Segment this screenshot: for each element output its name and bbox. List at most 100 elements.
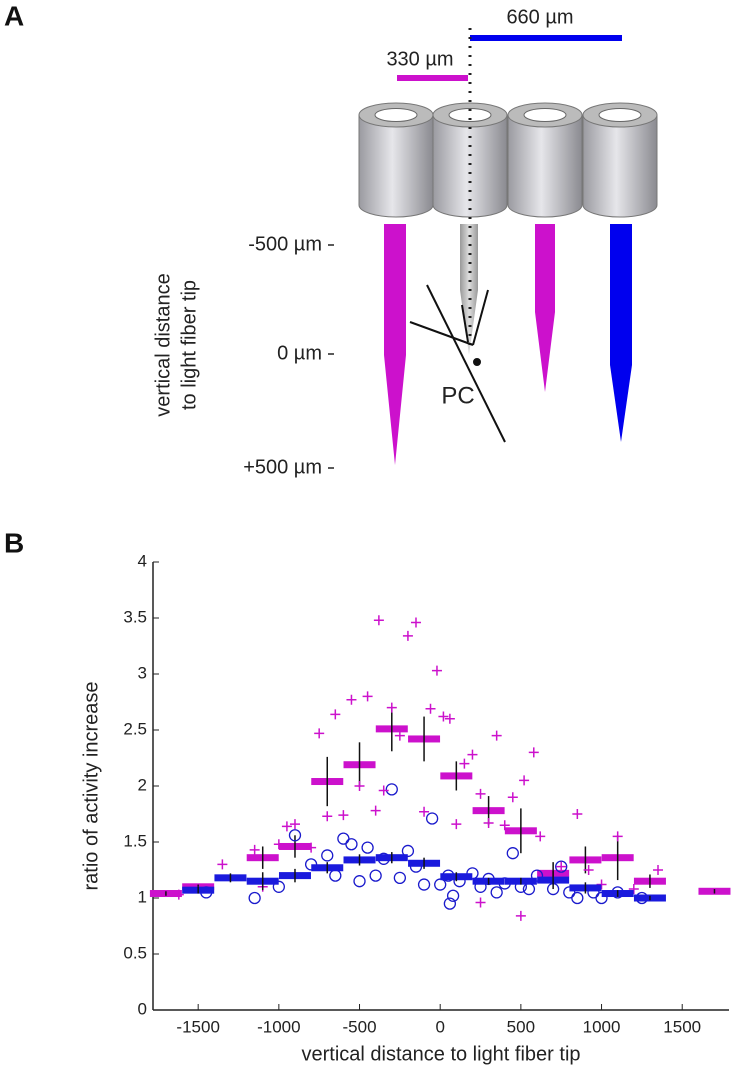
scale-label: 660 µm <box>506 6 573 28</box>
x-tick-label: 500 <box>507 1017 535 1036</box>
plus-point <box>528 747 539 758</box>
circle-point <box>361 841 374 854</box>
y-tick-label: 2.5 <box>123 719 147 738</box>
x-tick-label: -500 <box>343 1017 377 1036</box>
plus-point <box>217 859 228 870</box>
plus-point <box>314 728 325 739</box>
cylinder <box>358 114 434 218</box>
cylinder-hole <box>374 108 418 122</box>
circle-point <box>425 812 439 825</box>
y-tick-label: 0.5 <box>123 943 147 962</box>
plus-point <box>281 821 292 832</box>
plus-point <box>499 820 510 831</box>
y-tick-label: 1 <box>138 887 147 906</box>
plus-point <box>354 781 365 791</box>
circle-point <box>345 838 358 851</box>
plus-point <box>451 819 462 830</box>
cylinder-hole <box>448 108 492 122</box>
depth-tick: +500 µm <box>243 456 322 478</box>
plus-point <box>475 897 486 908</box>
plus-point <box>362 691 373 702</box>
plus-point <box>628 884 639 895</box>
plus-point <box>394 730 405 741</box>
plus-point <box>444 713 455 724</box>
plus-point <box>507 792 518 803</box>
plus-point <box>556 861 567 872</box>
circle-point <box>369 869 382 882</box>
plus-point <box>402 630 413 641</box>
plus-point <box>386 702 397 713</box>
circle-point <box>288 829 302 842</box>
plus-point <box>373 615 384 626</box>
y-tick-label: 2 <box>138 775 147 794</box>
circle-point <box>337 832 350 845</box>
y-tick-label: 3 <box>138 663 147 682</box>
plus-point <box>459 758 470 769</box>
plus-point <box>378 785 389 796</box>
plus-point <box>425 703 436 714</box>
cylinder <box>432 114 508 218</box>
plus-point <box>410 617 421 628</box>
plus-point <box>612 831 623 842</box>
plus-point <box>467 749 478 760</box>
circle-point <box>443 897 457 910</box>
circle-point <box>353 875 366 888</box>
plus-point <box>535 831 546 842</box>
plus-point <box>322 811 333 822</box>
cylinder <box>582 114 658 218</box>
plus-point <box>330 709 341 720</box>
cylinder-hole <box>598 108 642 122</box>
y-tick-label: 1.5 <box>123 831 147 850</box>
plus-point <box>431 665 442 676</box>
circle-point <box>446 889 460 902</box>
circle-point <box>522 882 536 896</box>
plus-point <box>491 730 502 741</box>
panel-label: A <box>4 0 24 31</box>
plus-point <box>249 844 260 855</box>
circle-point <box>248 891 261 905</box>
circle-point <box>434 878 447 891</box>
neuron <box>409 284 506 443</box>
plus-point <box>338 810 349 821</box>
circle-point <box>417 878 431 891</box>
x-tick-label: -1500 <box>176 1017 219 1036</box>
circle-point <box>563 886 576 899</box>
plus-point <box>273 839 284 850</box>
depth-tick: -500 µm <box>248 233 322 255</box>
y-tick-label: 4 <box>138 551 147 570</box>
circle-point <box>401 844 415 858</box>
circle-point <box>329 869 342 882</box>
plus-point <box>583 865 594 875</box>
circle-point <box>555 860 568 873</box>
axis-label: vertical distance <box>152 273 174 416</box>
plus-point <box>483 817 494 828</box>
depth-tick: 0 µm <box>277 342 322 364</box>
circle-point <box>272 880 285 893</box>
x-axis-label: vertical distance to light fiber tip <box>301 1043 580 1065</box>
cylinder-hole <box>523 108 567 122</box>
circle-point <box>321 849 334 862</box>
circle-point <box>571 891 584 905</box>
x-tick-label: 1000 <box>583 1017 621 1036</box>
x-tick-label: 0 <box>435 1017 444 1036</box>
circle-point <box>506 847 519 860</box>
plus-point <box>438 711 449 722</box>
circle-point <box>530 869 544 882</box>
plus-point <box>572 809 583 819</box>
circle-point <box>385 783 398 796</box>
scale-label: 330 µm <box>386 48 453 70</box>
circle-point <box>393 871 407 884</box>
diagram: A 660 µm 330 µm PC -500 µm 0 µm +500 µm … <box>4 0 658 478</box>
circle-point <box>595 891 608 905</box>
plus-point <box>519 775 530 786</box>
x-tick-label: 1500 <box>663 1017 701 1036</box>
panel-label: B <box>4 527 24 558</box>
plus-point <box>419 806 430 817</box>
plus-point <box>515 910 526 921</box>
x-tick-label: -1000 <box>257 1017 300 1036</box>
fibers <box>358 102 658 465</box>
plus-point <box>653 865 664 875</box>
cell-label: PC <box>441 382 474 409</box>
plus-point <box>475 788 486 799</box>
